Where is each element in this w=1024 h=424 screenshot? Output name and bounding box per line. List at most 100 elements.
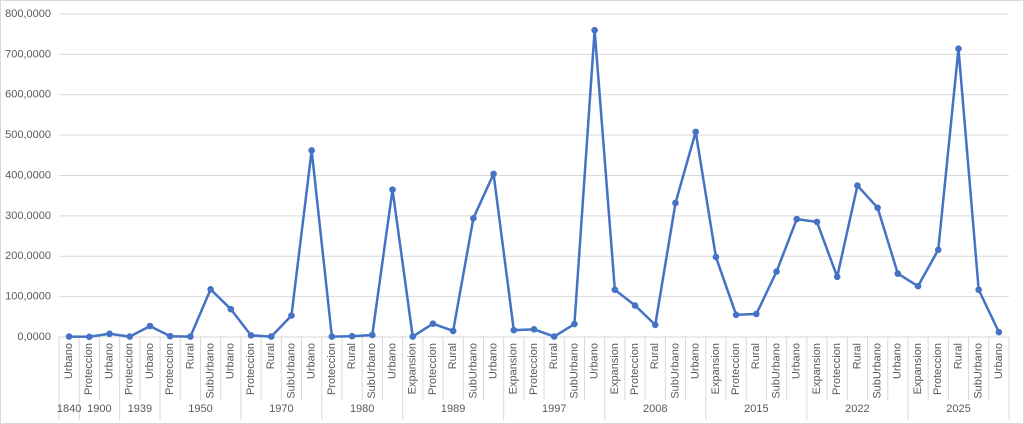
- point-marker: [813, 218, 821, 226]
- point-marker: [833, 273, 841, 281]
- point-marker: [793, 215, 801, 223]
- point-marker: [490, 170, 497, 178]
- point-marker: [571, 320, 578, 328]
- point-marker: [106, 330, 113, 338]
- x-tick-label: SubUrbano: [467, 343, 479, 399]
- x-tick-label: Expansion: [811, 343, 823, 394]
- point-marker: [146, 322, 154, 330]
- x-tick-label: Urbano: [589, 343, 601, 379]
- x-tick-label: Expansion: [508, 343, 520, 394]
- y-tick-label: 700,0000: [5, 48, 51, 60]
- x-tick-label: Rural: [851, 343, 863, 369]
- point-marker: [773, 268, 780, 275]
- y-tick-label: 600,0000: [5, 89, 51, 101]
- x-tick-label: SubUrbano: [973, 343, 985, 399]
- x-tick-label: Urbano: [892, 343, 904, 379]
- x-tick-label: Urbano: [306, 343, 318, 379]
- x-tick-label: SubUrbano: [770, 343, 782, 399]
- point-marker: [995, 328, 1003, 336]
- point-marker: [753, 310, 760, 318]
- x-tick-label: Urbano: [791, 343, 803, 379]
- group-label: 1989: [441, 403, 465, 415]
- x-tick-label: Urbano: [225, 343, 237, 379]
- x-tick-label: Expansion: [912, 343, 924, 394]
- y-tick-label: 500,0000: [5, 129, 51, 141]
- x-tick-label: SubUrbano: [285, 343, 297, 399]
- y-tick-label: 200,0000: [5, 250, 51, 262]
- point-marker: [389, 186, 396, 193]
- point-marker: [955, 45, 962, 53]
- point-marker: [692, 128, 700, 136]
- point-marker: [894, 270, 902, 277]
- x-tick-label: SubUrbano: [568, 343, 580, 399]
- point-marker: [247, 332, 255, 339]
- x-tick-label: Rural: [184, 343, 196, 369]
- point-marker: [65, 333, 73, 340]
- x-tick-label: Urbano: [144, 343, 156, 379]
- x-tick-label: Proteccion: [831, 343, 843, 395]
- group-label: 1970: [269, 403, 293, 415]
- point-marker: [166, 332, 174, 340]
- x-tick-label: Rural: [447, 343, 459, 369]
- x-tick-label: Proteccion: [83, 343, 95, 395]
- group-label: 2015: [744, 403, 768, 415]
- x-tick-label: Proteccion: [124, 343, 136, 395]
- point-marker: [328, 333, 336, 340]
- point-marker: [611, 286, 619, 294]
- point-marker: [267, 333, 275, 340]
- point-marker: [510, 326, 518, 334]
- point-marker: [207, 286, 214, 293]
- x-tick-label: Rural: [952, 343, 964, 369]
- x-tick-label: SubUrbano: [872, 343, 884, 399]
- x-tick-label: Expansion: [710, 343, 722, 394]
- x-tick-label: SubUrbano: [669, 343, 681, 399]
- y-tick-label: 100,0000: [5, 291, 51, 303]
- x-tick-label: Urbano: [63, 343, 75, 379]
- point-marker: [308, 147, 315, 154]
- x-tick-label: Urbano: [690, 343, 702, 379]
- x-tick-label: SubUrbano: [366, 343, 378, 399]
- x-tick-label: Rural: [265, 343, 277, 369]
- x-tick-label: SubUrbano: [205, 343, 217, 399]
- x-tick-label: Urbano: [993, 343, 1005, 379]
- point-marker: [348, 332, 356, 340]
- x-tick-label: Urbano: [386, 343, 398, 379]
- x-tick-label: Proteccion: [427, 343, 439, 395]
- group-label: 2022: [845, 403, 869, 415]
- point-marker: [530, 326, 538, 333]
- point-marker: [449, 327, 457, 335]
- point-marker: [874, 204, 881, 212]
- x-tick-label: Proteccion: [528, 343, 540, 395]
- point-marker: [672, 199, 679, 207]
- x-tick-label: Proteccion: [326, 343, 338, 395]
- y-tick-label: 300,0000: [5, 210, 51, 222]
- y-tick-label: 0,0000: [17, 331, 51, 343]
- group-label: 2008: [643, 403, 667, 415]
- point-marker: [914, 282, 922, 290]
- group-label: 1840: [57, 403, 81, 415]
- group-label: 1939: [128, 403, 152, 415]
- point-marker: [712, 253, 720, 261]
- x-tick-label: Expansion: [609, 343, 621, 394]
- group-label: 1980: [350, 403, 374, 415]
- point-marker: [368, 331, 376, 339]
- x-tick-label: Proteccion: [932, 343, 944, 395]
- point-marker: [591, 26, 598, 34]
- y-tick-label: 800,0000: [5, 8, 51, 20]
- group-label: 1950: [188, 403, 212, 415]
- x-tick-label: Rural: [346, 343, 358, 369]
- point-marker: [288, 312, 295, 319]
- x-tick-label: Proteccion: [730, 343, 742, 395]
- point-marker: [126, 333, 134, 340]
- x-tick-label: Proteccion: [245, 343, 257, 395]
- x-tick-label: Urbano: [487, 343, 499, 379]
- point-marker: [550, 333, 558, 340]
- point-marker: [651, 321, 659, 329]
- point-marker: [429, 320, 437, 327]
- x-tick-label: Proteccion: [629, 343, 641, 395]
- x-tick-label: Proteccion: [164, 343, 176, 395]
- point-marker: [631, 302, 639, 309]
- group-label: 1997: [542, 403, 566, 415]
